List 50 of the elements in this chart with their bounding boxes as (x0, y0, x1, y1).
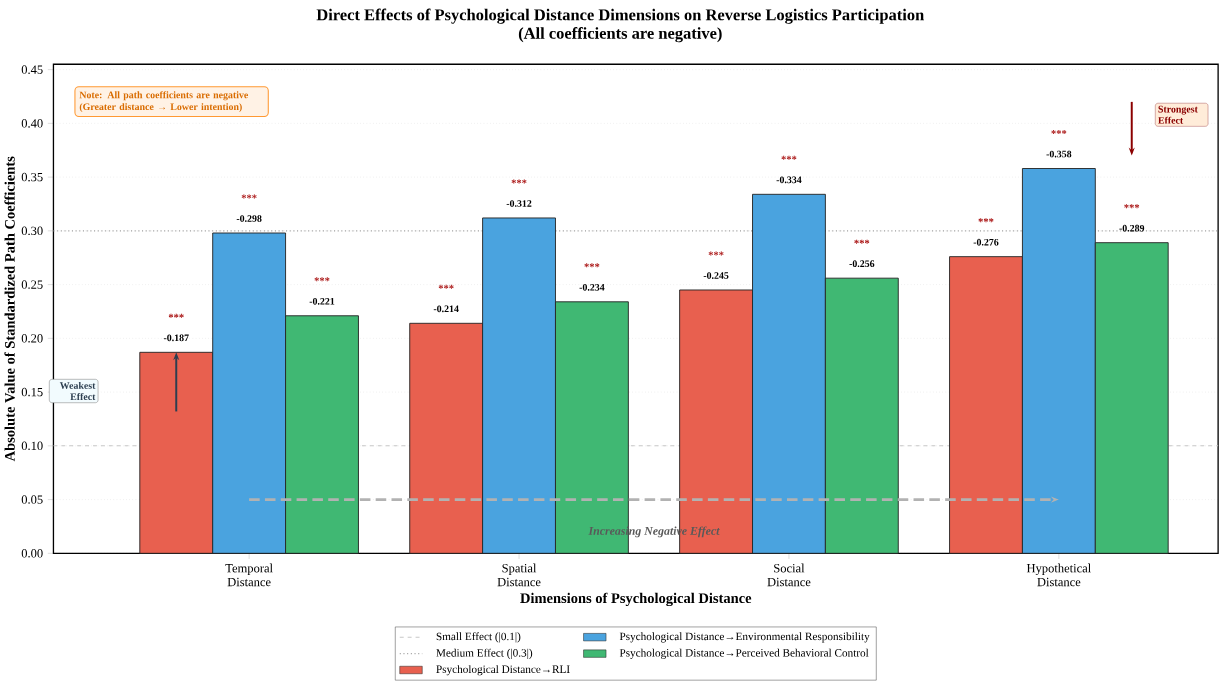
legend-label: Small Effect (|0.1|) (436, 632, 521, 643)
annotation: *** (241, 194, 257, 199)
annotation: *** (854, 239, 870, 244)
annotation: -0.187 (163, 334, 189, 342)
annotation: *** (708, 251, 724, 256)
annotation: *** (438, 284, 454, 289)
y-tick-label: 0.40 (21, 119, 43, 128)
y-tick-label: 0.20 (21, 334, 43, 343)
y-tick-label: 0.35 (21, 172, 43, 182)
chart-title: Direct Effects of Psychological Distance Dimensions on Reverse Logistics Participation (316, 8, 924, 24)
y-tick-label: 0.30 (21, 226, 43, 236)
annotation: -0.334 (776, 176, 802, 184)
legend-label: Medium Effect (|0.3|) (436, 648, 533, 660)
y-tick-label: 0.10 (21, 441, 43, 451)
annotation: -0.256 (849, 260, 875, 268)
x-tick-label: Social Distance (767, 563, 811, 587)
annotation: *** (314, 277, 330, 282)
y-tick-label: 0.00 (21, 549, 43, 558)
annotation: -0.276 (973, 238, 999, 246)
x-tick-label: Spatial Distance (497, 563, 541, 587)
y-tick-label: 0.25 (21, 280, 43, 289)
x-tick-label: Hypothetical Distance (1026, 563, 1091, 587)
legend-label: Psychological Distance→Perceived Behavioral Control (619, 648, 869, 660)
annotation: *** (978, 218, 994, 223)
annotation: Note: All path coefficients are negative (Greater distance → Lower intention) (79, 91, 249, 113)
annotation: Weakest Effect (59, 382, 96, 401)
annotation: *** (1051, 130, 1067, 135)
legend-label: Psychological Distance→RLI (436, 665, 570, 676)
legend-label: Psychological Distance→Environmental Responsibility (619, 632, 870, 643)
annotation: *** (168, 313, 184, 318)
x-tick-label: Temporal Distance (225, 563, 273, 587)
annotation: *** (781, 155, 797, 160)
y-tick-label: 0.05 (21, 495, 43, 504)
annotation: -0.245 (703, 272, 729, 279)
annotation: -0.298 (236, 215, 262, 222)
annotation: -0.358 (1046, 150, 1072, 158)
y-tick-label: 0.45 (21, 65, 43, 74)
annotation: -0.214 (433, 305, 459, 313)
y-tick-label: 0.15 (21, 387, 43, 397)
x-axis-title: Dimensions of Psychological Distance (520, 592, 752, 607)
annotation: *** (584, 263, 600, 268)
annotation: Strongest Effect (1158, 105, 1198, 124)
annotation: -0.221 (309, 298, 335, 305)
chart-subtitle: (All coefficients are negative) (518, 27, 722, 43)
y-axis-title: Absolute Value of Standardized Path Coefficients (4, 156, 15, 462)
annotation: *** (511, 179, 527, 184)
annotation: -0.234 (579, 284, 605, 291)
annotation: -0.289 (1119, 224, 1145, 232)
annotation: *** (1124, 204, 1140, 209)
annotation: -0.312 (506, 200, 532, 207)
